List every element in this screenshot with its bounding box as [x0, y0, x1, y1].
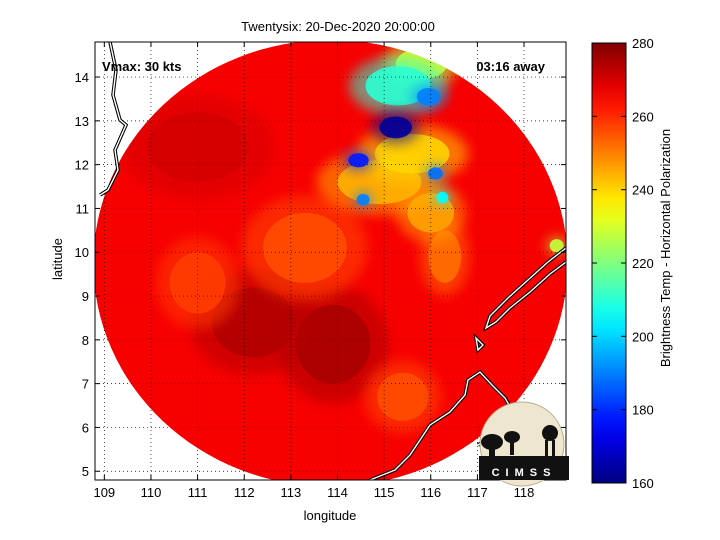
y-tick-labels: 5 6 7 8 9 10 11 12 13 14	[75, 70, 89, 479]
x-tick-label: 110	[141, 485, 162, 500]
colorbar-tick-label: 180	[632, 403, 654, 418]
x-tick-label: 116	[420, 485, 441, 500]
x-tick-label: 109	[93, 485, 115, 500]
y-tick-label: 13	[75, 114, 89, 129]
y-tick-label: 6	[82, 420, 89, 435]
coastline-path	[474, 335, 484, 352]
plot-axes: 109 110 111 112 113 114 115 116 117 118 5 6 7 8 9 10 11…	[75, 41, 569, 500]
plot-frame	[94, 41, 567, 481]
colorbar-tick-label: 220	[632, 256, 654, 271]
feature-core	[379, 116, 413, 139]
x-tick-label: 118	[514, 485, 535, 500]
x-tick-label: 112	[234, 485, 255, 500]
colorbar-tick-label: 280	[632, 36, 654, 51]
colorbar-tick-label: 160	[632, 476, 654, 491]
colorbar: 160 180 200 220 240 260 280 Brightness Temp - …	[591, 36, 673, 491]
y-tick-label: 11	[76, 201, 90, 216]
coastline	[99, 42, 566, 480]
colorbar-label: Brightness Temp - Horizontal Polarizatio…	[658, 129, 673, 367]
x-tick-label: 115	[374, 485, 395, 500]
x-tick-labels: 109 110 111 112 113 114 115 116 117 118	[93, 485, 534, 500]
y-axis-label: latitude	[50, 238, 65, 280]
x-axis-label: longitude	[304, 508, 357, 523]
coastline-path	[99, 42, 127, 196]
feature-core	[348, 153, 369, 168]
colorbar-ticks: 160 180 200 220 240 260 280	[592, 36, 654, 491]
feature-core	[428, 230, 462, 283]
time-away-annotation: 03:16 away	[476, 59, 545, 74]
feature-core	[436, 191, 449, 204]
cimss-logo: CIMSS	[479, 401, 569, 487]
x-tick-label: 117	[467, 485, 488, 500]
y-tick-label: 10	[75, 245, 89, 260]
axis-ticks	[95, 42, 566, 480]
feature-core	[262, 212, 347, 283]
feature-core	[427, 167, 443, 180]
feature-core	[377, 372, 429, 421]
y-tick-label: 14	[75, 70, 89, 85]
colorbar-tick-label: 200	[632, 329, 654, 344]
y-tick-label: 12	[75, 158, 89, 173]
colorbar-tick-label: 240	[632, 183, 654, 198]
y-tick-label: 9	[82, 289, 89, 304]
coastline-path	[484, 247, 566, 330]
y-tick-label: 8	[82, 333, 89, 348]
feature-core	[549, 239, 564, 253]
y-tick-label: 7	[82, 377, 89, 392]
feature-core	[416, 87, 441, 106]
colorbar-tick-label: 260	[632, 109, 654, 124]
logo-text: CIMSS	[492, 467, 557, 479]
colorbar-gradient	[591, 42, 627, 484]
feature-core	[374, 133, 450, 174]
x-tick-label: 111	[188, 485, 208, 500]
x-tick-label: 114	[327, 485, 348, 500]
chart-title: Twentysix: 20-Dec-2020 20:00:00	[241, 19, 435, 34]
x-tick-label: 113	[280, 485, 301, 500]
feature-core	[356, 193, 370, 206]
y-tick-label: 5	[82, 464, 89, 479]
vmax-annotation: Vmax: 30 kts	[102, 59, 182, 74]
